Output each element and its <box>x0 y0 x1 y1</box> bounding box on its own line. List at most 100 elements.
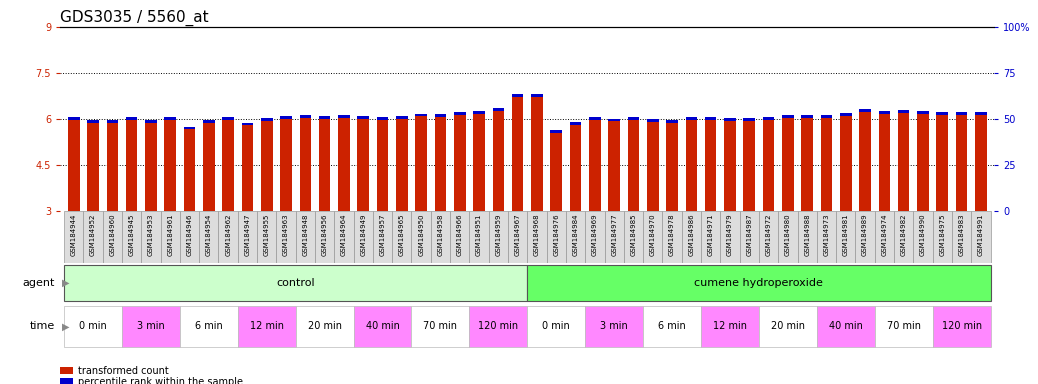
Text: 70 min: 70 min <box>424 321 458 331</box>
Bar <box>666 120 678 123</box>
Bar <box>898 110 909 113</box>
Bar <box>319 116 330 119</box>
Text: GSM184968: GSM184968 <box>534 214 540 257</box>
Bar <box>357 119 370 211</box>
Text: 40 min: 40 min <box>365 321 400 331</box>
FancyBboxPatch shape <box>644 306 701 347</box>
FancyBboxPatch shape <box>411 306 469 347</box>
Text: GSM184966: GSM184966 <box>457 214 463 257</box>
Bar <box>821 115 832 118</box>
Text: 12 min: 12 min <box>250 321 283 331</box>
Text: GSM184944: GSM184944 <box>71 214 77 256</box>
Text: GSM184969: GSM184969 <box>592 214 598 257</box>
Bar <box>377 117 388 120</box>
Bar <box>512 97 523 211</box>
Bar <box>801 118 813 211</box>
FancyBboxPatch shape <box>64 211 83 263</box>
FancyBboxPatch shape <box>875 306 932 347</box>
FancyBboxPatch shape <box>817 306 875 347</box>
Bar <box>280 119 292 211</box>
Bar <box>531 94 543 97</box>
Bar <box>145 120 157 123</box>
Bar <box>415 116 427 211</box>
Bar <box>107 123 118 211</box>
FancyBboxPatch shape <box>662 211 682 263</box>
Text: GSM184981: GSM184981 <box>843 214 849 257</box>
Bar <box>493 108 504 111</box>
Text: transformed count: transformed count <box>78 366 168 376</box>
Text: GSM184958: GSM184958 <box>437 214 443 256</box>
FancyBboxPatch shape <box>527 306 585 347</box>
FancyBboxPatch shape <box>334 211 354 263</box>
Text: ▶: ▶ <box>62 278 70 288</box>
Bar <box>628 120 639 211</box>
Text: 20 min: 20 min <box>771 321 804 331</box>
Bar <box>512 94 523 97</box>
Text: GSM184963: GSM184963 <box>283 214 289 257</box>
Bar <box>550 131 562 133</box>
FancyBboxPatch shape <box>354 211 373 263</box>
FancyBboxPatch shape <box>199 211 218 263</box>
Bar <box>725 121 736 211</box>
Bar <box>493 111 504 211</box>
FancyBboxPatch shape <box>527 265 990 301</box>
Bar <box>821 118 832 211</box>
Bar <box>261 118 273 121</box>
FancyBboxPatch shape <box>161 211 180 263</box>
Bar <box>222 120 234 211</box>
Bar <box>782 115 794 118</box>
Bar <box>184 129 195 211</box>
Bar <box>956 112 967 115</box>
Text: agent: agent <box>23 278 55 288</box>
Bar <box>685 120 698 211</box>
Bar <box>918 114 929 211</box>
Text: GSM184985: GSM184985 <box>630 214 636 256</box>
Text: 0 min: 0 min <box>543 321 570 331</box>
FancyBboxPatch shape <box>411 211 431 263</box>
Text: GSM184946: GSM184946 <box>187 214 192 256</box>
FancyBboxPatch shape <box>373 211 392 263</box>
Bar <box>918 111 929 114</box>
Bar <box>67 117 80 120</box>
FancyBboxPatch shape <box>489 211 508 263</box>
Bar <box>570 124 581 211</box>
Bar <box>878 111 891 114</box>
Text: GSM184991: GSM184991 <box>978 214 984 257</box>
Bar <box>107 120 118 123</box>
Bar <box>956 115 967 211</box>
Text: GSM184945: GSM184945 <box>129 214 135 256</box>
FancyBboxPatch shape <box>83 211 103 263</box>
FancyBboxPatch shape <box>527 211 547 263</box>
FancyBboxPatch shape <box>778 211 797 263</box>
Text: GSM184954: GSM184954 <box>206 214 212 256</box>
Text: control: control <box>276 278 315 288</box>
Text: GSM184989: GSM184989 <box>863 214 868 257</box>
FancyBboxPatch shape <box>392 211 411 263</box>
Bar <box>763 117 774 120</box>
Bar <box>338 115 350 118</box>
Text: GSM184951: GSM184951 <box>476 214 482 256</box>
FancyBboxPatch shape <box>218 211 238 263</box>
Bar <box>782 118 794 211</box>
Text: GSM184974: GSM184974 <box>881 214 887 256</box>
Bar <box>126 120 137 211</box>
Bar <box>685 117 698 120</box>
FancyBboxPatch shape <box>585 211 604 263</box>
Bar <box>397 116 408 119</box>
FancyBboxPatch shape <box>797 211 817 263</box>
Text: GSM184962: GSM184962 <box>225 214 231 256</box>
Bar <box>975 115 987 211</box>
Text: GSM184973: GSM184973 <box>823 214 829 257</box>
Bar <box>203 123 215 211</box>
Bar <box>705 120 716 211</box>
Bar <box>415 114 427 116</box>
Text: GSM184990: GSM184990 <box>920 214 926 257</box>
Bar <box>859 112 871 211</box>
Text: 12 min: 12 min <box>713 321 747 331</box>
Bar <box>801 115 813 118</box>
FancyBboxPatch shape <box>180 211 199 263</box>
Text: GSM184950: GSM184950 <box>418 214 425 256</box>
FancyBboxPatch shape <box>701 306 759 347</box>
Bar <box>743 118 755 121</box>
FancyBboxPatch shape <box>932 306 990 347</box>
